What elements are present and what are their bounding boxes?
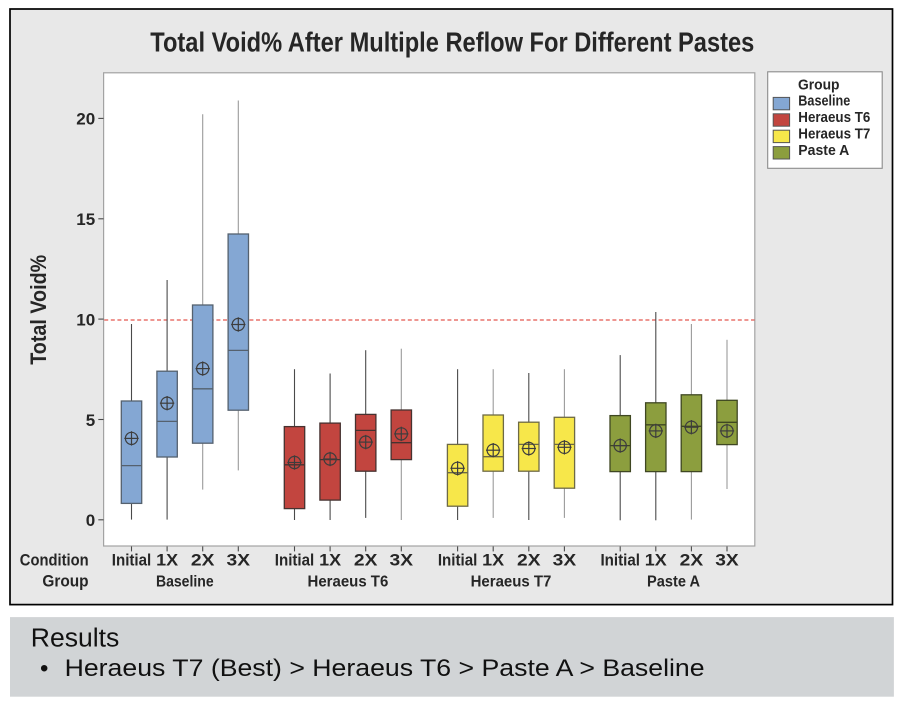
svg-text:Total Void%: Total Void% [26,255,51,365]
svg-text:Heraeus T7 (Best) > Heraeus T6: Heraeus T7 (Best) > Heraeus T6 > Paste A… [65,655,705,682]
svg-text:0: 0 [86,511,95,530]
svg-text:Baseline: Baseline [156,574,214,591]
svg-text:Total Void% After Multiple Ref: Total Void% After Multiple Reflow For Di… [150,27,754,58]
svg-text:2X: 2X [517,552,541,570]
svg-text:Results: Results [31,625,119,653]
svg-text:Paste A: Paste A [647,574,700,591]
svg-text:Heraeus T6: Heraeus T6 [308,574,389,591]
svg-text:Group: Group [42,573,88,591]
svg-text:2X: 2X [680,552,704,570]
svg-text:5: 5 [86,411,95,430]
svg-text:3X: 3X [227,552,251,570]
svg-text:1X: 1X [319,552,341,570]
svg-text:2X: 2X [354,552,378,570]
svg-text:Heraeus T7: Heraeus T7 [798,126,870,142]
svg-text:Initial: Initial [438,552,478,570]
svg-text:Initial: Initial [600,552,640,570]
svg-text:3X: 3X [553,552,577,570]
svg-text:Initial: Initial [112,552,152,570]
svg-text:Initial: Initial [275,552,315,570]
svg-text:20: 20 [76,110,95,129]
svg-text:10: 10 [76,310,95,329]
svg-text:1X: 1X [156,552,178,570]
svg-text:Baseline: Baseline [798,94,850,110]
svg-text:•: • [40,655,48,682]
svg-text:3X: 3X [715,552,739,570]
svg-text:2X: 2X [191,552,215,570]
svg-text:1X: 1X [645,552,667,570]
svg-text:3X: 3X [390,552,414,570]
svg-text:Heraeus T6: Heraeus T6 [798,110,870,126]
svg-text:Group: Group [798,77,840,93]
svg-text:Condition: Condition [20,552,89,570]
svg-text:15: 15 [76,210,95,229]
svg-text:Heraeus T7: Heraeus T7 [471,574,552,591]
svg-text:1X: 1X [482,552,504,570]
svg-text:Paste A: Paste A [798,143,849,159]
